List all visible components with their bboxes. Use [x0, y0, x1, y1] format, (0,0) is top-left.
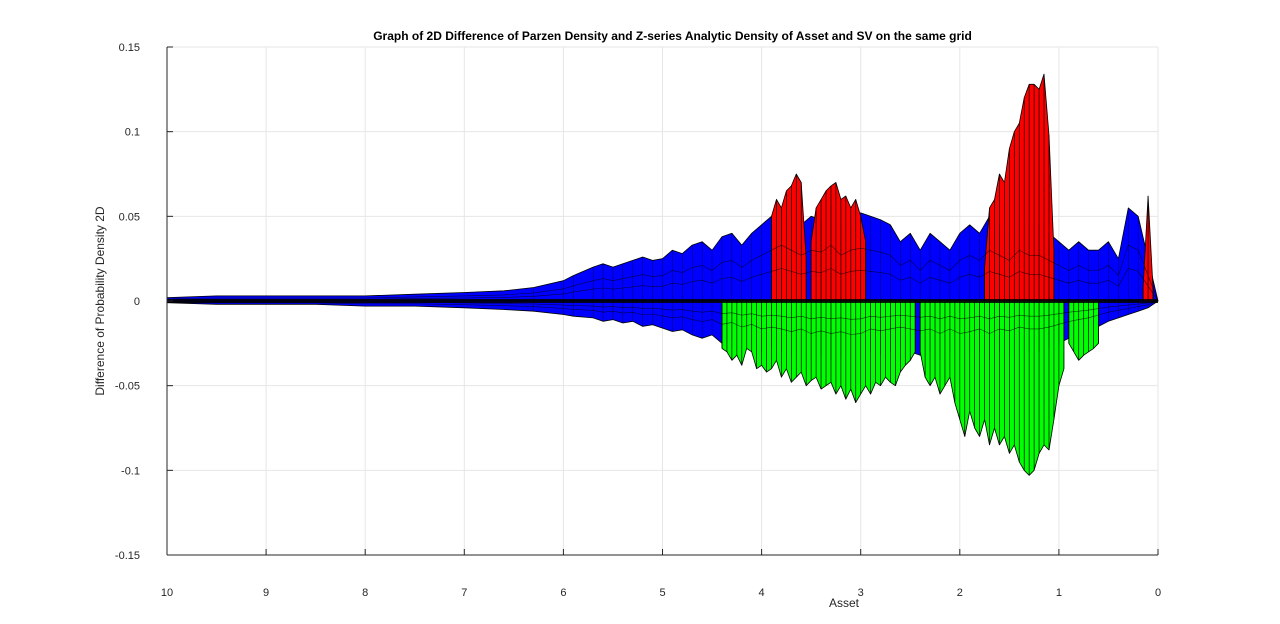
- zero-band: [167, 299, 1158, 303]
- x-tick-label: 8: [362, 587, 368, 599]
- chart-title: Graph of 2D Difference of Parzen Density…: [373, 29, 972, 43]
- x-tick-label: 6: [560, 587, 566, 599]
- y-tick-label: 0: [134, 296, 140, 308]
- wireframe-trace: [166, 300, 1159, 320]
- y-tick-label: 0.05: [119, 211, 140, 223]
- x-tick-label: 0: [1155, 587, 1161, 599]
- x-tick-label: 3: [858, 587, 864, 599]
- y-tick-label: 0.15: [119, 42, 140, 54]
- wireframe-trace: [166, 268, 1159, 302]
- axis-layer: 10 9 8 7 6 5 4 3 2 1 00.150.10.050-0.05-0.1-0.15: [115, 42, 1161, 599]
- y-axis-title: Difference of Probability Density 2D: [93, 206, 107, 396]
- x-tick-label: 7: [461, 587, 467, 599]
- x-axis-title: Asset: [829, 596, 860, 610]
- y-tick-label: -0.1: [121, 465, 140, 477]
- data-layer: [166, 73, 1159, 476]
- x-tick-label: 5: [659, 587, 665, 599]
- y-tick-label: -0.05: [115, 381, 140, 393]
- x-tick-label: 4: [759, 587, 765, 599]
- y-tick-label: -0.15: [115, 550, 140, 562]
- x-tick-label: 1: [1056, 587, 1062, 599]
- wireframe-trace: [166, 300, 1159, 335]
- x-tick-label: 10: [161, 587, 173, 599]
- wireframe-trace: [166, 244, 1159, 302]
- x-tick-label: 2: [957, 587, 963, 599]
- x-tick-label: 9: [263, 587, 269, 599]
- y-tick-label: 0.1: [125, 127, 140, 139]
